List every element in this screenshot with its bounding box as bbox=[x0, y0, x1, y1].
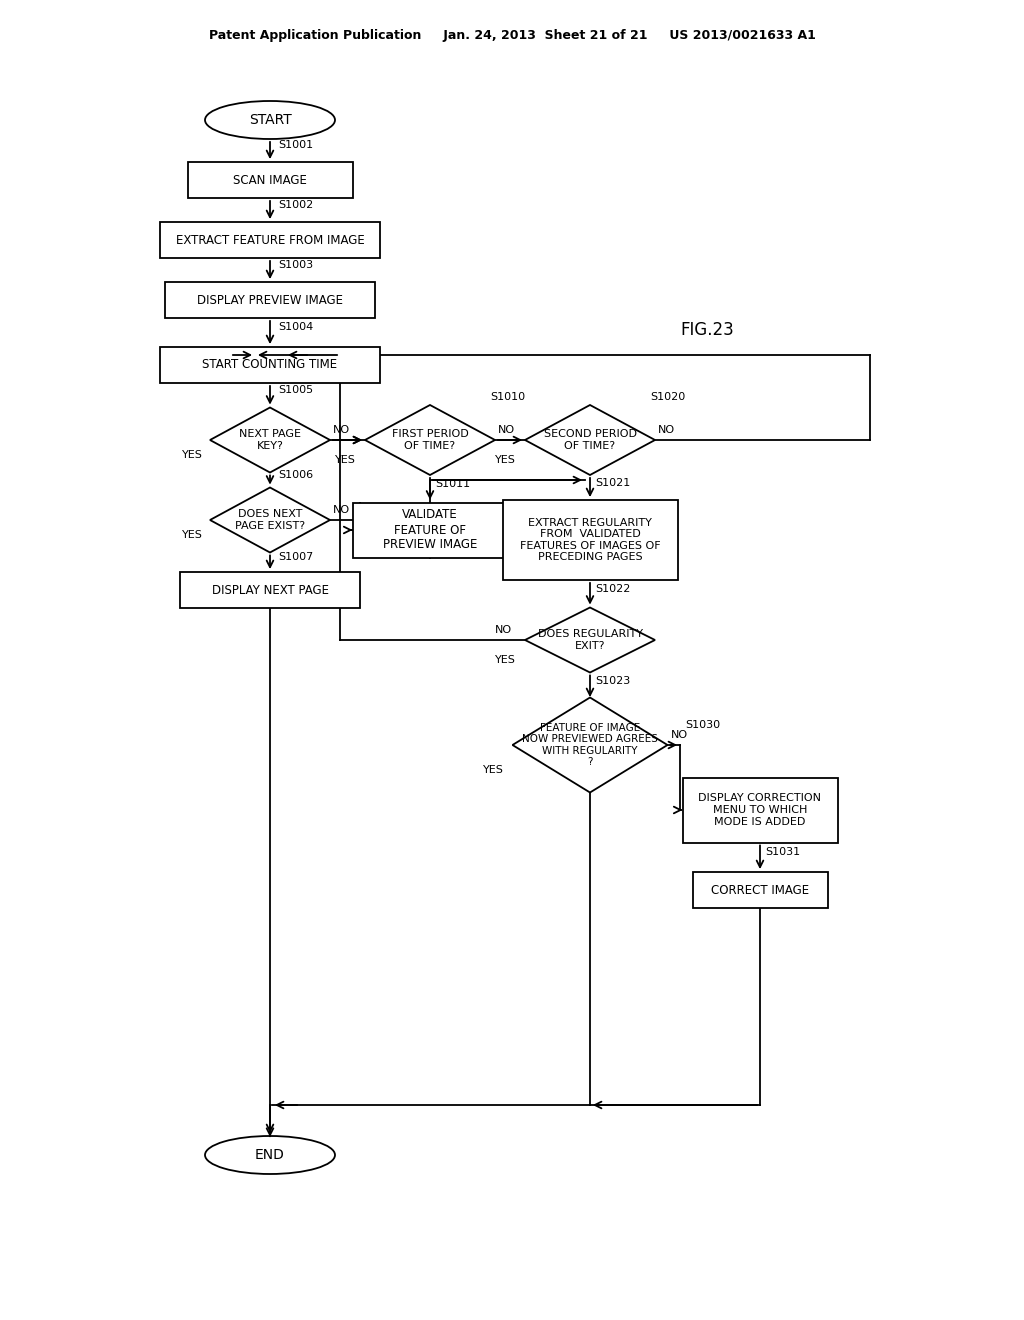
Text: DISPLAY NEXT PAGE: DISPLAY NEXT PAGE bbox=[212, 583, 329, 597]
FancyBboxPatch shape bbox=[683, 777, 838, 842]
Text: NO: NO bbox=[333, 425, 350, 436]
FancyBboxPatch shape bbox=[160, 347, 380, 383]
Text: DOES REGULARITY
EXIT?: DOES REGULARITY EXIT? bbox=[538, 630, 642, 651]
Text: S1001: S1001 bbox=[278, 140, 313, 150]
Text: S1011: S1011 bbox=[435, 479, 470, 488]
Polygon shape bbox=[525, 607, 655, 672]
Text: START COUNTING TIME: START COUNTING TIME bbox=[203, 359, 338, 371]
Polygon shape bbox=[210, 487, 330, 553]
Text: END: END bbox=[255, 1148, 285, 1162]
Text: CORRECT IMAGE: CORRECT IMAGE bbox=[711, 883, 809, 896]
FancyBboxPatch shape bbox=[180, 572, 360, 609]
Text: S1022: S1022 bbox=[595, 583, 631, 594]
Polygon shape bbox=[525, 405, 655, 475]
Text: EXTRACT FEATURE FROM IMAGE: EXTRACT FEATURE FROM IMAGE bbox=[176, 234, 365, 247]
Text: S1004: S1004 bbox=[278, 322, 313, 333]
Text: YES: YES bbox=[182, 531, 203, 540]
Ellipse shape bbox=[205, 102, 335, 139]
Text: NO: NO bbox=[333, 506, 350, 515]
FancyBboxPatch shape bbox=[692, 873, 827, 908]
Text: NO: NO bbox=[671, 730, 688, 741]
Text: YES: YES bbox=[335, 455, 356, 465]
Ellipse shape bbox=[205, 1137, 335, 1173]
Text: YES: YES bbox=[182, 450, 203, 459]
Text: FEATURE OF IMAGE
NOW PREVIEWED AGREES
WITH REGULARITY
?: FEATURE OF IMAGE NOW PREVIEWED AGREES WI… bbox=[522, 722, 658, 767]
Text: S1020: S1020 bbox=[650, 392, 685, 403]
Text: S1007: S1007 bbox=[278, 552, 313, 562]
Text: S1031: S1031 bbox=[765, 847, 800, 857]
Text: YES: YES bbox=[495, 655, 516, 665]
FancyBboxPatch shape bbox=[165, 282, 375, 318]
Text: S1023: S1023 bbox=[595, 676, 630, 686]
Text: DOES NEXT
PAGE EXIST?: DOES NEXT PAGE EXIST? bbox=[234, 510, 305, 531]
FancyBboxPatch shape bbox=[503, 500, 678, 579]
Text: S1003: S1003 bbox=[278, 260, 313, 271]
Text: S1005: S1005 bbox=[278, 385, 313, 395]
Polygon shape bbox=[365, 405, 495, 475]
Polygon shape bbox=[210, 408, 330, 473]
Polygon shape bbox=[512, 697, 668, 792]
Text: S1030: S1030 bbox=[685, 719, 720, 730]
Text: FIRST PERIOD
OF TIME?: FIRST PERIOD OF TIME? bbox=[391, 429, 468, 451]
Text: START: START bbox=[249, 114, 292, 127]
FancyBboxPatch shape bbox=[187, 162, 352, 198]
Text: NEXT PAGE
KEY?: NEXT PAGE KEY? bbox=[239, 429, 301, 451]
Text: YES: YES bbox=[495, 455, 516, 465]
FancyBboxPatch shape bbox=[352, 503, 508, 557]
Text: S1006: S1006 bbox=[278, 470, 313, 480]
Text: SECOND PERIOD
OF TIME?: SECOND PERIOD OF TIME? bbox=[544, 429, 637, 451]
Text: NO: NO bbox=[495, 624, 512, 635]
FancyBboxPatch shape bbox=[160, 222, 380, 257]
Text: FIG.23: FIG.23 bbox=[680, 321, 734, 339]
Text: S1021: S1021 bbox=[595, 478, 630, 487]
Text: NO: NO bbox=[658, 425, 675, 436]
Text: EXTRACT REGULARITY
FROM  VALIDATED
FEATURES OF IMAGES OF
PRECEDING PAGES: EXTRACT REGULARITY FROM VALIDATED FEATUR… bbox=[520, 517, 660, 562]
Text: Patent Application Publication     Jan. 24, 2013  Sheet 21 of 21     US 2013/002: Patent Application Publication Jan. 24, … bbox=[209, 29, 815, 41]
Text: SCAN IMAGE: SCAN IMAGE bbox=[233, 173, 307, 186]
Text: VALIDATE
FEATURE OF
PREVIEW IMAGE: VALIDATE FEATURE OF PREVIEW IMAGE bbox=[383, 508, 477, 552]
Text: S1002: S1002 bbox=[278, 201, 313, 210]
Text: DISPLAY PREVIEW IMAGE: DISPLAY PREVIEW IMAGE bbox=[197, 293, 343, 306]
Text: NO: NO bbox=[498, 425, 515, 436]
Text: S1010: S1010 bbox=[490, 392, 525, 403]
Text: DISPLAY CORRECTION
MENU TO WHICH
MODE IS ADDED: DISPLAY CORRECTION MENU TO WHICH MODE IS… bbox=[698, 793, 821, 826]
Text: YES: YES bbox=[482, 766, 504, 775]
